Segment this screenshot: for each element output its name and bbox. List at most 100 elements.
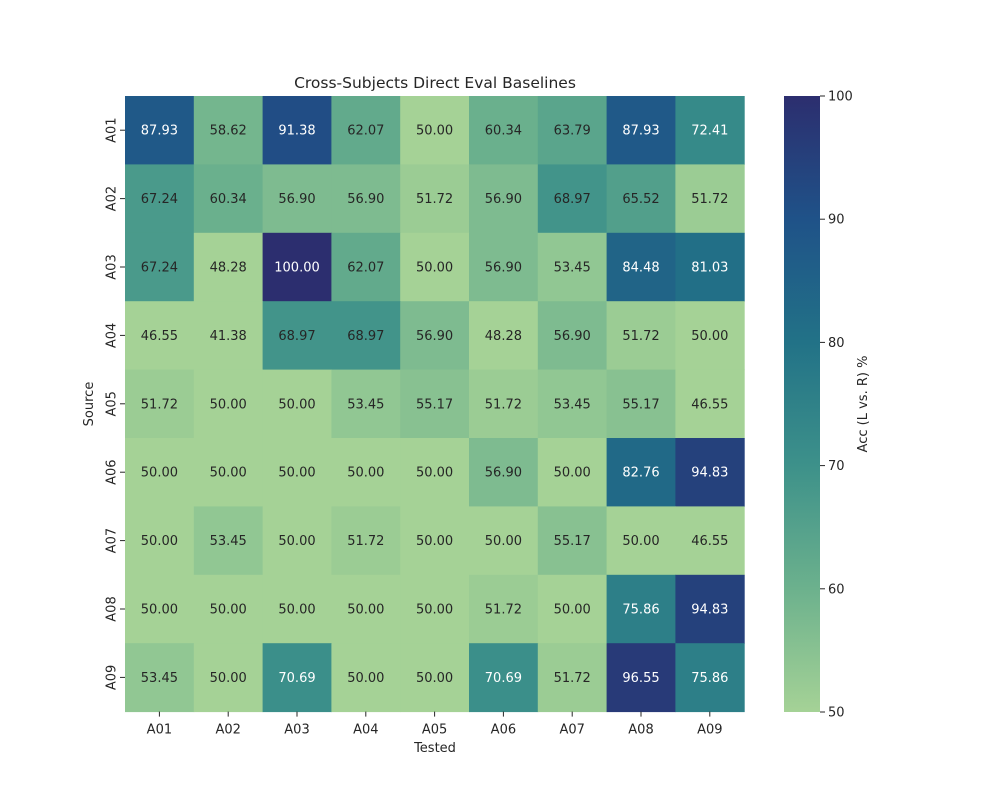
heatmap-cell — [125, 96, 195, 165]
heatmap-cell — [469, 438, 539, 507]
cell-value-label: 50.00 — [485, 534, 522, 549]
cell-value-label: 70.69 — [278, 671, 315, 686]
heatmap-cell — [193, 369, 264, 439]
heatmap-cell — [193, 164, 264, 234]
cell-value-label: 51.72 — [485, 397, 522, 412]
heatmap-cell — [331, 164, 401, 234]
cell-value-label: 56.90 — [485, 466, 522, 481]
x-tick-label: A08 — [628, 723, 653, 738]
heatmap-cell — [675, 506, 745, 576]
colorbar: 50 60 70 80 90 100 Acc (L vs. R) % — [784, 90, 871, 721]
x-tick-label: A07 — [559, 723, 584, 738]
cell-value-label: 62.07 — [347, 124, 384, 139]
heatmap-cell — [400, 232, 470, 302]
heatmap-cell — [400, 96, 470, 165]
heatmap-cell — [537, 301, 608, 371]
heatmap-cell — [675, 301, 745, 371]
heatmap-cell — [262, 164, 332, 234]
heatmap-cell — [262, 232, 332, 302]
heatmap-cell — [537, 438, 608, 507]
cell-value-label: 51.72 — [485, 603, 522, 618]
cell-value-label: 50.00 — [278, 397, 315, 412]
heatmap-cell — [537, 96, 608, 165]
cell-value-label: 51.72 — [622, 329, 659, 344]
y-axis: A01 A02 A03 A04 A05 A06 A07 A08 A09 — [105, 117, 125, 690]
colorbar-tick-label: 90 — [828, 213, 845, 228]
heatmap-cell — [606, 301, 676, 371]
cell-value-label: 50.00 — [347, 603, 384, 618]
heatmap-cell — [262, 574, 332, 644]
cell-value-label: 55.17 — [416, 397, 453, 412]
colorbar-tick-label: 60 — [828, 582, 845, 597]
heatmap-cell — [193, 574, 264, 644]
heatmap-cell — [125, 301, 195, 371]
x-tick-label: A04 — [353, 723, 378, 738]
cell-value-label: 50.00 — [278, 603, 315, 618]
y-tick-label: A01 — [105, 117, 120, 142]
heatmap-cell — [331, 506, 401, 576]
cell-value-label: 81.03 — [691, 261, 728, 276]
colorbar-gradient — [784, 96, 820, 712]
cell-value-label: 53.45 — [554, 261, 591, 276]
heatmap-cell — [400, 643, 470, 713]
cell-value-label: 67.24 — [141, 192, 178, 207]
heatmap-cell — [193, 643, 264, 713]
cell-value-label: 50.00 — [416, 466, 453, 481]
cell-value-label: 87.93 — [141, 124, 178, 139]
heatmap-cell — [193, 506, 264, 576]
heatmap-cell — [469, 369, 539, 439]
cell-value-label: 100.00 — [274, 261, 320, 276]
cell-value-label: 53.45 — [210, 534, 247, 549]
heatmap-cell — [262, 643, 332, 713]
x-axis-label: Tested — [413, 741, 456, 756]
y-tick-label: A05 — [105, 391, 120, 416]
heatmap-cell — [606, 438, 676, 507]
heatmap-cell — [193, 301, 264, 371]
heatmap-cell — [469, 232, 539, 302]
heatmap-cell — [469, 164, 539, 234]
heatmap-cell — [331, 232, 401, 302]
cell-value-label: 46.55 — [141, 329, 178, 344]
heatmap-cell — [675, 438, 745, 507]
cell-value-label: 58.62 — [210, 124, 247, 139]
cell-value-label: 50.00 — [416, 261, 453, 276]
cell-value-label: 67.24 — [141, 261, 178, 276]
heatmap-cell — [537, 232, 608, 302]
heatmap-cell — [125, 164, 195, 234]
heatmap-cell — [537, 643, 608, 713]
cell-value-label: 51.72 — [141, 397, 178, 412]
heatmap-cell — [469, 96, 539, 165]
heatmap-cell — [262, 301, 332, 371]
heatmap-cell — [125, 574, 195, 644]
cell-value-label: 68.97 — [278, 329, 315, 344]
heatmap-cell — [125, 643, 195, 713]
cell-value-label: 56.90 — [485, 261, 522, 276]
heatmap-cell — [675, 369, 745, 439]
cell-value-label: 68.97 — [347, 329, 384, 344]
cell-value-label: 75.86 — [622, 603, 659, 618]
x-tick-label: A06 — [491, 723, 516, 738]
heatmap-cell — [125, 232, 195, 302]
cell-value-label: 50.00 — [141, 603, 178, 618]
cell-value-label: 96.55 — [622, 671, 659, 686]
heatmap-cell — [606, 574, 676, 644]
heatmap-cell — [400, 438, 470, 507]
heatmap-cell — [400, 301, 470, 371]
y-tick-label: A08 — [105, 596, 120, 621]
cell-value-label: 50.00 — [691, 329, 728, 344]
heatmap-cell — [469, 301, 539, 371]
cell-value-label: 50.00 — [416, 603, 453, 618]
x-tick-label: A05 — [422, 723, 447, 738]
cell-value-label: 87.93 — [622, 124, 659, 139]
cell-value-label: 56.90 — [554, 329, 591, 344]
colorbar-label: Acc (L vs. R) % — [856, 356, 871, 453]
cell-value-label: 51.72 — [416, 192, 453, 207]
x-tick-label: A02 — [215, 723, 240, 738]
heatmap-cell — [537, 164, 608, 234]
chart-title: Cross-Subjects Direct Eval Baselines — [294, 74, 576, 92]
cell-value-label: 50.00 — [416, 124, 453, 139]
cell-value-label: 75.86 — [691, 671, 728, 686]
cell-value-label: 50.00 — [210, 671, 247, 686]
heatmap-cell — [125, 369, 195, 439]
